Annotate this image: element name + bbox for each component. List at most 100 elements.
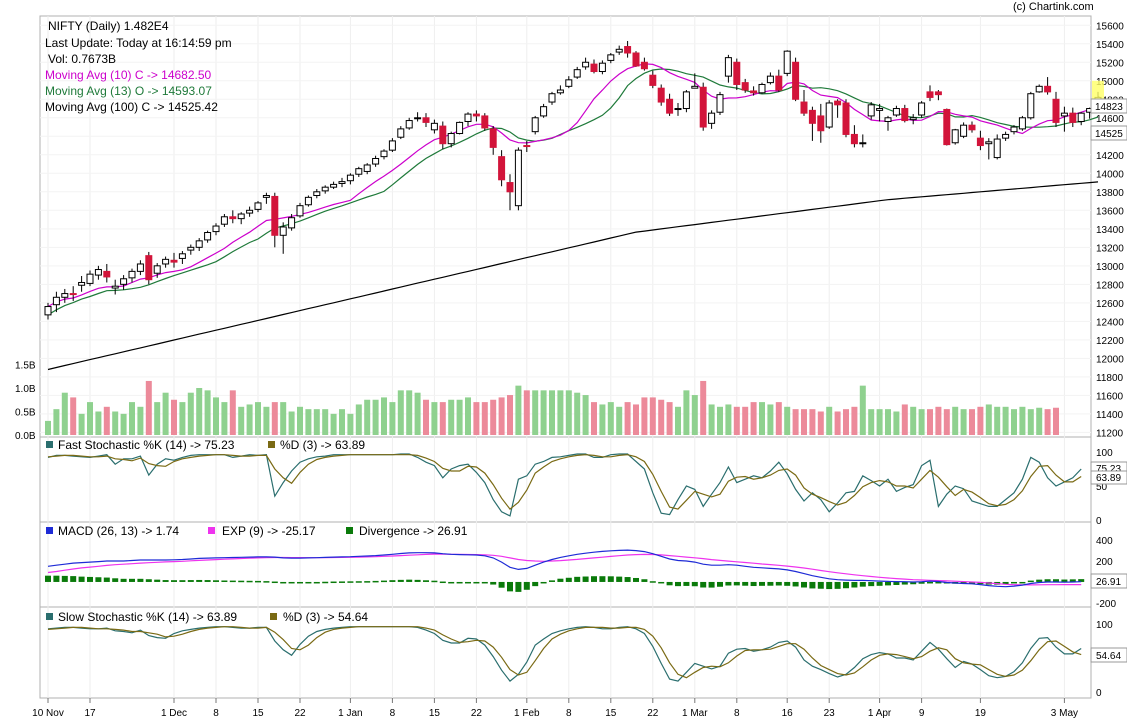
divergence-bar (263, 581, 270, 583)
divergence-bar (759, 581, 765, 586)
divergence-bar (549, 580, 555, 582)
candle-body (363, 164, 371, 172)
volume-bar (389, 402, 396, 435)
volume-bar (843, 409, 849, 435)
divergence-bar (733, 581, 740, 586)
candle-body (1018, 117, 1026, 130)
x-tick-label: 1 Apr (868, 708, 892, 719)
candle-body (372, 157, 380, 165)
divergence-bar (389, 580, 396, 582)
volume-bar (910, 406, 917, 435)
volume-bar (725, 404, 732, 435)
slow-stoch-tick-label: 0 (1096, 688, 1102, 699)
x-tick-label: 15 (252, 708, 264, 719)
ma-price-marker-bg (1090, 125, 1127, 141)
slow-k-legend: Slow Stochastic %K (14) -> 63.89 (58, 610, 237, 624)
divergence-bar (305, 581, 312, 584)
price-tick-label: 12400 (1096, 317, 1124, 328)
volume-tick-label: 1.0B (15, 384, 36, 395)
x-tick-label: 15 (429, 708, 441, 719)
volume-bar (213, 397, 219, 435)
candle-body (506, 182, 514, 193)
volume-bar (943, 409, 950, 435)
candle-body (86, 273, 94, 284)
candle-body (346, 174, 354, 182)
volume-bar (515, 385, 522, 435)
volume-bar (473, 402, 480, 435)
div-marker: 26.91 (1096, 577, 1121, 588)
divergence-bar (843, 581, 849, 589)
fast-k-legend: Fast Stochastic %K (14) -> 75.23 (58, 438, 235, 452)
candle-body (876, 108, 884, 111)
volume-bar (431, 402, 438, 435)
divergence-bar (473, 581, 480, 584)
divergence-bar (649, 581, 656, 583)
divergence-bar (196, 579, 203, 582)
candle-body (674, 108, 682, 111)
volume-bar (658, 399, 665, 435)
volume-bar (700, 380, 707, 435)
candle-body (330, 183, 338, 188)
div-marker-bg (1090, 573, 1127, 589)
volume-bar (397, 390, 404, 435)
divergence-bar (339, 581, 345, 583)
macd-lines: -2000200400 (45, 536, 1116, 610)
volume-bar (196, 388, 203, 435)
divergence-bar (666, 581, 673, 586)
volume-bar (112, 411, 119, 435)
candle-body (220, 216, 228, 225)
candle-body (103, 270, 111, 278)
volume-bar (750, 402, 757, 435)
candle-body (1044, 85, 1052, 93)
volume-bar (187, 392, 194, 435)
volume-bar (406, 390, 413, 435)
volume-bar (859, 385, 866, 435)
candle-body (590, 63, 598, 73)
candle-body (498, 156, 506, 181)
divergence-bar (1053, 579, 1059, 582)
x-tick-label: 3 May (1051, 708, 1078, 719)
volume-bar (229, 390, 236, 435)
divergence-bar (750, 581, 757, 587)
exp-swatch (208, 527, 215, 534)
candle-body (447, 133, 455, 145)
last-price-marker: 14823 (1095, 102, 1123, 113)
divergence-bar (221, 580, 228, 582)
volume-bar (591, 402, 597, 435)
divergence-bar (255, 580, 261, 583)
slow-stoch-tick-label: 100 (1096, 620, 1113, 631)
macd-line (47, 549, 1082, 588)
divergence-bar (507, 581, 513, 592)
volume-bar (599, 404, 606, 435)
candle-body (573, 69, 581, 78)
divergence-bar (154, 579, 161, 582)
price-tick-label: 12800 (1096, 280, 1124, 291)
candle-body (430, 122, 438, 131)
divergence-bar (624, 577, 631, 582)
candle-body (414, 117, 422, 120)
candle-body (472, 113, 480, 117)
divergence-bar (288, 581, 295, 584)
x-tick-label: 8 (566, 708, 572, 719)
candle-body (859, 142, 867, 145)
candle-body (842, 102, 850, 135)
volume-bar (45, 420, 51, 435)
divergence-bar (574, 576, 581, 582)
divergence-bar (1078, 579, 1085, 582)
candle-body (565, 79, 573, 87)
volume-bar (532, 390, 539, 435)
slow-d-legend: %D (3) -> 54.64 (283, 610, 368, 624)
volume-bar (792, 409, 799, 435)
divergence-bar (162, 580, 169, 582)
divergence-bar (280, 581, 287, 584)
candle-body (456, 121, 464, 135)
volume-bar (893, 411, 900, 435)
divergence-bar (95, 577, 102, 582)
price-tick-label: 14200 (1096, 151, 1124, 162)
candle-body (817, 115, 825, 132)
slow-stoch-d-line (47, 626, 1082, 679)
volume-bar (885, 409, 891, 435)
divergence-bar (204, 580, 211, 582)
candle-body (976, 137, 984, 147)
divergence-bar (582, 576, 589, 582)
